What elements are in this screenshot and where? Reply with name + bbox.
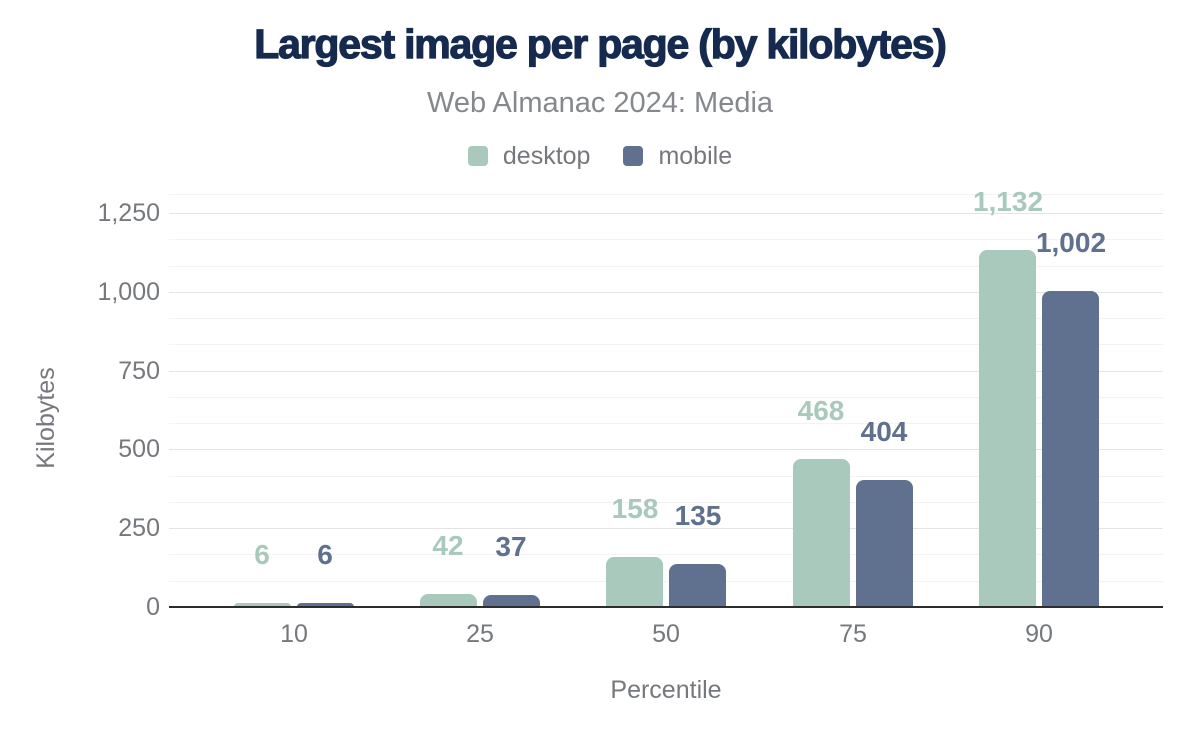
chart-subtitle: Web Almanac 2024: Media bbox=[426, 87, 774, 119]
bar-value-label-mobile: 404 bbox=[860, 416, 908, 447]
bar-value-label-mobile: 6 bbox=[317, 539, 333, 570]
bar-desktop bbox=[234, 603, 291, 607]
major-gridline bbox=[169, 449, 1163, 450]
major-gridline bbox=[169, 371, 1163, 372]
bar-value-label-desktop: 42 bbox=[432, 530, 464, 561]
minor-gridline bbox=[169, 502, 1163, 503]
x-axis-line bbox=[169, 606, 1163, 608]
minor-gridline bbox=[169, 318, 1163, 319]
chart-title: Largest image per page (by kilobytes) bbox=[254, 20, 948, 67]
bar-mobile bbox=[483, 595, 540, 607]
minor-gridline bbox=[169, 266, 1163, 267]
bar-value-label-mobile: 1,002 bbox=[1035, 227, 1107, 258]
minor-gridline bbox=[169, 476, 1163, 477]
bar-value-label-mobile: 37 bbox=[495, 531, 527, 562]
minor-gridline bbox=[169, 423, 1163, 424]
bar-desktop bbox=[606, 557, 663, 607]
minor-gridline bbox=[169, 397, 1163, 398]
x-tick-label: 10 bbox=[280, 620, 308, 648]
x-tick-label: 75 bbox=[839, 620, 867, 648]
bar-mobile bbox=[669, 564, 726, 607]
bar-value-label-desktop: 468 bbox=[797, 395, 845, 426]
legend-label-desktop: desktop bbox=[502, 142, 591, 170]
y-tick-label: 750 bbox=[118, 357, 160, 385]
major-gridline bbox=[169, 213, 1163, 214]
bar-desktop bbox=[979, 250, 1036, 607]
major-gridline bbox=[169, 292, 1163, 293]
minor-gridline bbox=[169, 581, 1163, 582]
bar-mobile bbox=[297, 603, 354, 607]
legend-swatch-mobile bbox=[623, 146, 644, 166]
y-tick-label: 0 bbox=[146, 593, 160, 621]
bar-value-label-desktop: 6 bbox=[254, 539, 270, 570]
bar-value-label-mobile: 135 bbox=[674, 500, 722, 531]
y-tick-label: 1,000 bbox=[97, 278, 160, 306]
legend: desktop mobile bbox=[0, 143, 1200, 169]
minor-gridline bbox=[169, 194, 1163, 195]
minor-gridline bbox=[169, 344, 1163, 345]
legend-item-desktop[interactable]: desktop bbox=[467, 142, 591, 170]
y-axis-title: Kilobytes bbox=[32, 367, 60, 469]
x-axis-title: Percentile bbox=[610, 676, 722, 704]
legend-item-mobile[interactable]: mobile bbox=[623, 143, 732, 169]
legend-swatch-desktop bbox=[467, 146, 488, 166]
bar-desktop bbox=[793, 459, 850, 607]
minor-gridline bbox=[169, 239, 1163, 240]
bar-value-label-desktop: 1,132 bbox=[972, 186, 1044, 217]
y-tick-label: 250 bbox=[118, 514, 160, 542]
x-tick-label: 25 bbox=[466, 620, 494, 648]
x-tick-label: 50 bbox=[652, 620, 680, 648]
bar-mobile bbox=[1042, 291, 1099, 607]
bar-desktop bbox=[420, 594, 477, 607]
x-tick-label: 90 bbox=[1025, 620, 1053, 648]
minor-gridline bbox=[169, 554, 1163, 555]
legend-label-mobile: mobile bbox=[658, 142, 733, 170]
y-tick-label: 1,250 bbox=[97, 199, 160, 227]
major-gridline bbox=[169, 528, 1163, 529]
bar-value-label-desktop: 158 bbox=[611, 493, 659, 524]
bar-mobile bbox=[856, 480, 913, 607]
y-tick-label: 500 bbox=[118, 435, 160, 463]
